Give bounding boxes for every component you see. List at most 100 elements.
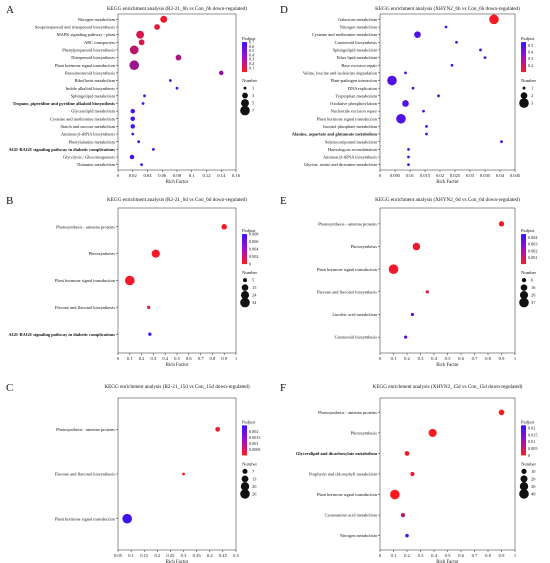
data-point[interactable]	[218, 70, 224, 76]
data-point[interactable]	[130, 116, 136, 122]
data-point[interactable]	[407, 155, 410, 159]
data-point[interactable]	[122, 513, 132, 524]
data-point[interactable]	[404, 451, 410, 456]
size-legend-dot	[520, 475, 528, 483]
data-point[interactable]	[152, 147, 155, 151]
padj-tick-label: 0.006	[249, 239, 258, 244]
data-point[interactable]	[387, 75, 397, 86]
x-tick-label: 0.45	[219, 553, 228, 558]
y-tick-label: Photosynthesis - antenna proteins	[56, 427, 115, 432]
y-tick-label: Selenocompound metabolism	[325, 139, 378, 144]
panel-letter: B	[6, 195, 13, 207]
size-legend-dot	[240, 291, 250, 300]
y-tick-label: Thiamine metabolism	[77, 162, 116, 167]
data-point[interactable]	[455, 40, 458, 44]
y-tick-label: Nitrogen metabolism	[78, 17, 116, 22]
data-point[interactable]	[410, 312, 415, 317]
x-tick-label: 0.4	[431, 553, 437, 558]
data-point[interactable]	[136, 30, 145, 39]
data-point[interactable]	[129, 154, 135, 160]
padj-tick-label: 0.2	[249, 61, 254, 66]
x-tick-label: 0.04	[143, 173, 152, 178]
data-point[interactable]	[137, 140, 141, 144]
data-point[interactable]	[479, 48, 482, 52]
padj-tick-label: 0.001	[249, 441, 258, 446]
data-point[interactable]	[404, 71, 407, 75]
size-legend-dot	[240, 482, 250, 491]
data-point[interactable]	[175, 86, 179, 90]
y-tick-label: MAPK signaling pathway - plant	[57, 32, 116, 37]
padj-colorbar	[242, 42, 247, 73]
size-legend-dot	[520, 284, 528, 291]
data-point[interactable]	[151, 249, 160, 258]
padj-tick-label: 0.004	[249, 247, 259, 252]
data-point[interactable]	[425, 125, 428, 128]
data-point[interactable]	[138, 39, 145, 46]
x-tick-label: 0.005	[390, 173, 401, 178]
data-point[interactable]	[140, 163, 144, 167]
data-point[interactable]	[175, 54, 182, 61]
x-tick-label: 0	[379, 173, 382, 178]
size-legend-dot	[242, 278, 248, 283]
data-point[interactable]	[498, 409, 505, 416]
data-point[interactable]	[125, 275, 135, 286]
size-legend-dot	[519, 482, 529, 491]
data-point[interactable]	[425, 132, 428, 136]
y-tick-label: Aminoacyl-tRNA biosynthesis	[61, 132, 115, 137]
x-tick-label: 0.3	[418, 553, 424, 558]
data-point[interactable]	[141, 102, 145, 105]
padj-tick-label: 0	[528, 453, 530, 458]
data-point[interactable]	[412, 242, 421, 251]
y-tick-label: Plant-pathogen interaction	[331, 78, 378, 83]
data-point[interactable]	[221, 224, 227, 230]
data-point[interactable]	[444, 25, 448, 29]
data-point[interactable]	[131, 132, 135, 136]
data-point[interactable]	[483, 56, 487, 59]
data-point[interactable]	[388, 264, 399, 274]
data-point[interactable]	[154, 24, 160, 30]
data-point[interactable]	[148, 332, 152, 336]
data-point[interactable]	[129, 60, 140, 71]
data-point[interactable]	[437, 94, 440, 98]
data-point[interactable]	[396, 113, 406, 124]
data-point[interactable]	[160, 15, 168, 23]
data-point[interactable]	[402, 100, 409, 107]
x-tick-label: 0.16	[232, 173, 241, 178]
data-point[interactable]	[182, 472, 185, 476]
x-tick-label: 0.6	[186, 356, 192, 361]
size-legend-dot	[240, 297, 250, 308]
panel-letter: E	[280, 195, 287, 207]
data-point[interactable]	[215, 426, 220, 432]
data-point[interactable]	[130, 124, 136, 129]
data-point[interactable]	[405, 533, 409, 538]
data-point[interactable]	[425, 290, 429, 294]
data-point[interactable]	[143, 94, 146, 98]
data-point[interactable]	[407, 147, 410, 151]
data-point[interactable]	[411, 86, 415, 90]
size-legend-label: 3	[531, 101, 534, 106]
data-point[interactable]	[390, 489, 400, 500]
data-point[interactable]	[414, 31, 421, 38]
data-point[interactable]	[400, 512, 406, 518]
size-legend-dot	[522, 86, 526, 90]
size-legend-dot	[240, 105, 250, 116]
data-point[interactable]	[500, 140, 503, 144]
y-tick-label: Riboflavin metabolism	[75, 78, 116, 83]
data-point[interactable]	[168, 79, 172, 82]
data-point[interactable]	[498, 221, 505, 227]
data-point[interactable]	[404, 335, 408, 339]
data-point[interactable]	[489, 14, 499, 25]
legend-number-title: Number	[242, 461, 258, 466]
data-point[interactable]	[147, 305, 151, 309]
x-axis-label: Rich Factor	[436, 363, 459, 368]
data-point[interactable]	[407, 163, 410, 167]
x-tick-label: 0.7	[472, 553, 478, 558]
data-point[interactable]	[428, 428, 437, 438]
data-point[interactable]	[450, 63, 454, 67]
legend-number-title: Number	[242, 78, 258, 83]
data-point[interactable]	[422, 109, 425, 113]
data-point[interactable]	[129, 45, 139, 55]
data-point[interactable]	[130, 108, 136, 114]
data-point[interactable]	[410, 471, 415, 477]
padj-tick-label: 0.002	[249, 429, 258, 434]
